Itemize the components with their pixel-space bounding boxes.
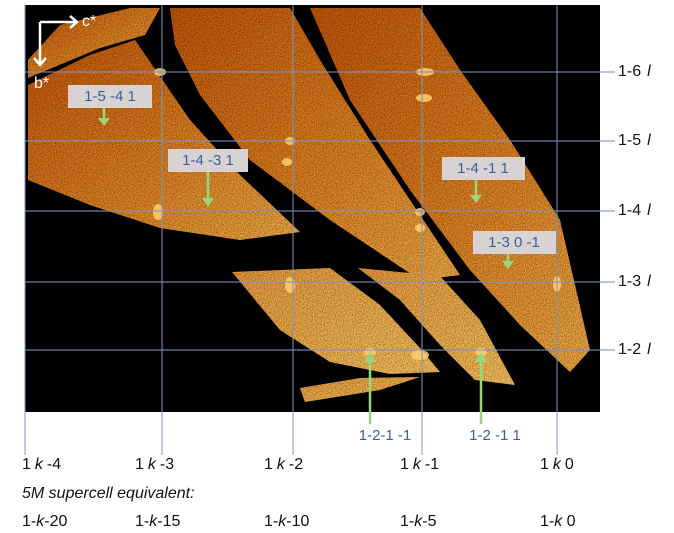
supercell-title: 5M supercell equivalent: <box>22 485 195 502</box>
supercell-label: 1-k-5 <box>400 513 437 530</box>
row-index: 1-3 <box>618 273 641 290</box>
supercell-label: 1-k-10 <box>264 513 309 530</box>
k: k <box>35 456 44 473</box>
post: -10 <box>286 513 309 530</box>
row-letter: l <box>647 341 651 358</box>
axis-label: b* <box>34 75 49 92</box>
k: k <box>148 456 157 473</box>
h: 1 <box>400 456 409 473</box>
row-labels: 1-6 l 1-5 l 1-4 l 1-3 l 1-2 l <box>618 63 651 358</box>
axis-label: c* <box>82 13 96 30</box>
supercell-label: 1-k-20 <box>22 513 67 530</box>
row-label: 1-2 l <box>618 341 651 358</box>
post: -5 <box>422 513 436 530</box>
l: -4 <box>47 456 61 473</box>
supercell-label: 1-k-15 <box>135 513 180 530</box>
k: k <box>553 456 562 473</box>
pre: 1- <box>400 513 414 530</box>
annotation: 1-5 -4 1 <box>84 88 136 105</box>
figure: c* b* 1-5 -4 1 1-4 -3 1 1-4 -1 1 1-3 0 -… <box>0 0 674 533</box>
row-label: 1-4 l <box>618 202 651 219</box>
pre: 1- <box>22 513 36 530</box>
row-letter: l <box>647 132 651 149</box>
bottom-annotation: 1-2 -1 1 <box>469 427 521 444</box>
pre: 1- <box>264 513 278 530</box>
post: -20 <box>44 513 67 530</box>
row-letter: l <box>647 202 651 219</box>
row-label: 1-5 l <box>618 132 651 149</box>
h: 1 <box>135 456 144 473</box>
row-label: 1-6 l <box>618 63 651 80</box>
h: 1 <box>264 456 273 473</box>
row-index: 1-4 <box>618 202 641 219</box>
l: -2 <box>289 456 303 473</box>
post: 0 <box>562 513 575 530</box>
h: 1 <box>540 456 549 473</box>
row-letter: l <box>647 63 651 80</box>
annotation: 1-4 -1 1 <box>457 160 509 177</box>
pre: 1- <box>135 513 149 530</box>
annotation: 1-3 0 -1 <box>488 234 540 251</box>
annotation: 1-4 -3 1 <box>182 152 234 169</box>
l: 0 <box>565 456 574 473</box>
bottom-annotation: 1-2-1 -1 <box>359 427 412 444</box>
row-letter: l <box>647 273 651 290</box>
k: k <box>277 456 286 473</box>
row-index: 1-2 <box>618 341 641 358</box>
l: -3 <box>160 456 174 473</box>
h: 1 <box>22 456 31 473</box>
pre: 1- <box>540 513 554 530</box>
row-label: 1-3 l <box>618 273 651 290</box>
post: -15 <box>157 513 180 530</box>
supercell-label: 1-k 0 <box>540 513 576 530</box>
l: -1 <box>425 456 439 473</box>
k: k <box>413 456 422 473</box>
row-index: 1-5 <box>618 132 641 149</box>
row-index: 1-6 <box>618 63 641 80</box>
